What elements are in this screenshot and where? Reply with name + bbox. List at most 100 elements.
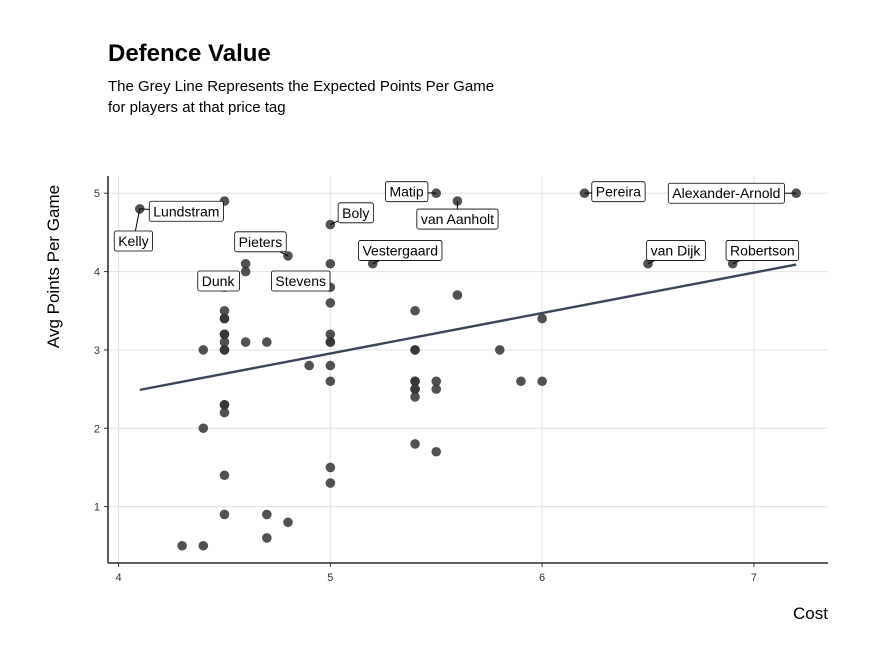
label-text: Boly — [342, 205, 369, 221]
data-point — [537, 376, 547, 387]
data-point — [325, 462, 336, 473]
data-point — [219, 329, 230, 340]
subtitle-line-1: The Grey Line Represents the Expected Po… — [108, 78, 495, 95]
data-point — [219, 337, 230, 347]
data-point — [240, 266, 251, 277]
point-label: van Dijk — [646, 240, 706, 265]
chart-subtitle: The Grey Line Represents the Expected Po… — [108, 76, 494, 118]
label-text: Pieters — [239, 234, 283, 250]
trend-line — [139, 263, 797, 392]
data-point — [325, 258, 336, 269]
y-tick-label: 3 — [94, 345, 100, 357]
point-label: Vestergaard — [358, 240, 443, 265]
x-tick-label: 6 — [539, 572, 545, 584]
label-text: Alexander-Arnold — [672, 185, 780, 201]
point-labels: Kelly Lundstram Pieters Dunk Stevens Boly Vest… — [113, 181, 800, 292]
data-point — [410, 305, 420, 316]
label-connector — [372, 259, 380, 265]
point-label: Pieters — [234, 231, 289, 257]
label-text: Dunk — [202, 273, 236, 289]
data-point — [240, 258, 251, 269]
point-label: Robertson — [725, 240, 800, 265]
data-point — [219, 399, 230, 410]
label-box — [385, 181, 429, 203]
chart-title: Defence Value — [108, 40, 271, 67]
label-text: Robertson — [730, 242, 795, 258]
label-connector — [647, 259, 656, 265]
label-text: Stevens — [275, 273, 326, 289]
data-point — [262, 509, 272, 520]
x-tick-label: 7 — [751, 572, 757, 584]
point-label: Pereira — [584, 181, 646, 203]
data-point — [410, 345, 420, 355]
data-point — [198, 540, 209, 551]
data-point — [431, 446, 442, 457]
data-point — [537, 313, 547, 324]
label-box — [416, 208, 499, 230]
trend-line-group — [139, 263, 797, 392]
label-box — [337, 202, 374, 224]
label-text: van Aanholt — [421, 211, 494, 227]
data-point — [219, 313, 230, 324]
data-point — [262, 337, 272, 347]
point-label: Stevens — [271, 270, 331, 292]
data-point — [410, 439, 420, 449]
y-tick-label: 5 — [94, 188, 100, 200]
point-label: Boly — [330, 202, 374, 226]
point-label: van Aanholt — [416, 201, 499, 230]
data-point — [219, 509, 230, 520]
point-label: Alexander-Arnold — [667, 182, 797, 204]
data-point — [283, 517, 293, 528]
label-box — [358, 240, 443, 261]
label-connector — [279, 251, 289, 257]
data-point — [325, 360, 336, 371]
data-point — [410, 376, 420, 387]
label-text: Kelly — [118, 233, 148, 249]
data-point — [240, 337, 251, 347]
x-tick-label: 5 — [327, 572, 333, 584]
label-connector — [330, 220, 339, 226]
y-tick-label: 4 — [94, 267, 100, 279]
label-text: van Dijk — [651, 242, 702, 258]
x-tick-label: 4 — [116, 572, 122, 584]
point-label: Dunk — [197, 270, 240, 292]
label-connector — [134, 208, 141, 232]
data-point — [325, 329, 336, 340]
point-label: Lundstram — [139, 200, 224, 222]
label-box — [271, 270, 331, 292]
data-point — [219, 305, 230, 316]
label-box — [646, 240, 706, 261]
label-text: Vestergaard — [362, 242, 438, 258]
data-point — [325, 478, 336, 488]
data-point — [494, 345, 505, 355]
axes — [104, 176, 828, 567]
data-point — [431, 376, 442, 387]
x-axis-label: Cost — [793, 604, 828, 623]
label-box — [667, 182, 785, 204]
data-point — [452, 290, 463, 300]
data-point — [516, 376, 526, 387]
label-text: Matip — [389, 184, 423, 200]
label-connector — [732, 259, 741, 265]
data-point — [219, 470, 230, 481]
label-box — [725, 240, 800, 261]
label-box — [197, 270, 240, 292]
y-tick-label: 2 — [94, 423, 100, 435]
data-point — [410, 392, 420, 402]
label-text: Pereira — [596, 184, 641, 200]
label-box — [113, 230, 153, 252]
label-text: Lundstram — [153, 203, 219, 219]
y-axis-label: Avg Points Per Game — [44, 185, 63, 348]
data-point — [325, 298, 336, 308]
data-point — [219, 407, 230, 418]
data-point — [325, 337, 336, 347]
data-point — [198, 423, 209, 434]
tick-labels: 4 5 6 7 1 2 3 4 5 — [94, 188, 757, 584]
data-point — [262, 533, 272, 543]
data-point — [410, 384, 420, 394]
label-box — [591, 181, 646, 203]
data-point — [219, 345, 230, 355]
point-label: Matip — [385, 181, 437, 203]
y-tick-label: 1 — [94, 502, 100, 514]
